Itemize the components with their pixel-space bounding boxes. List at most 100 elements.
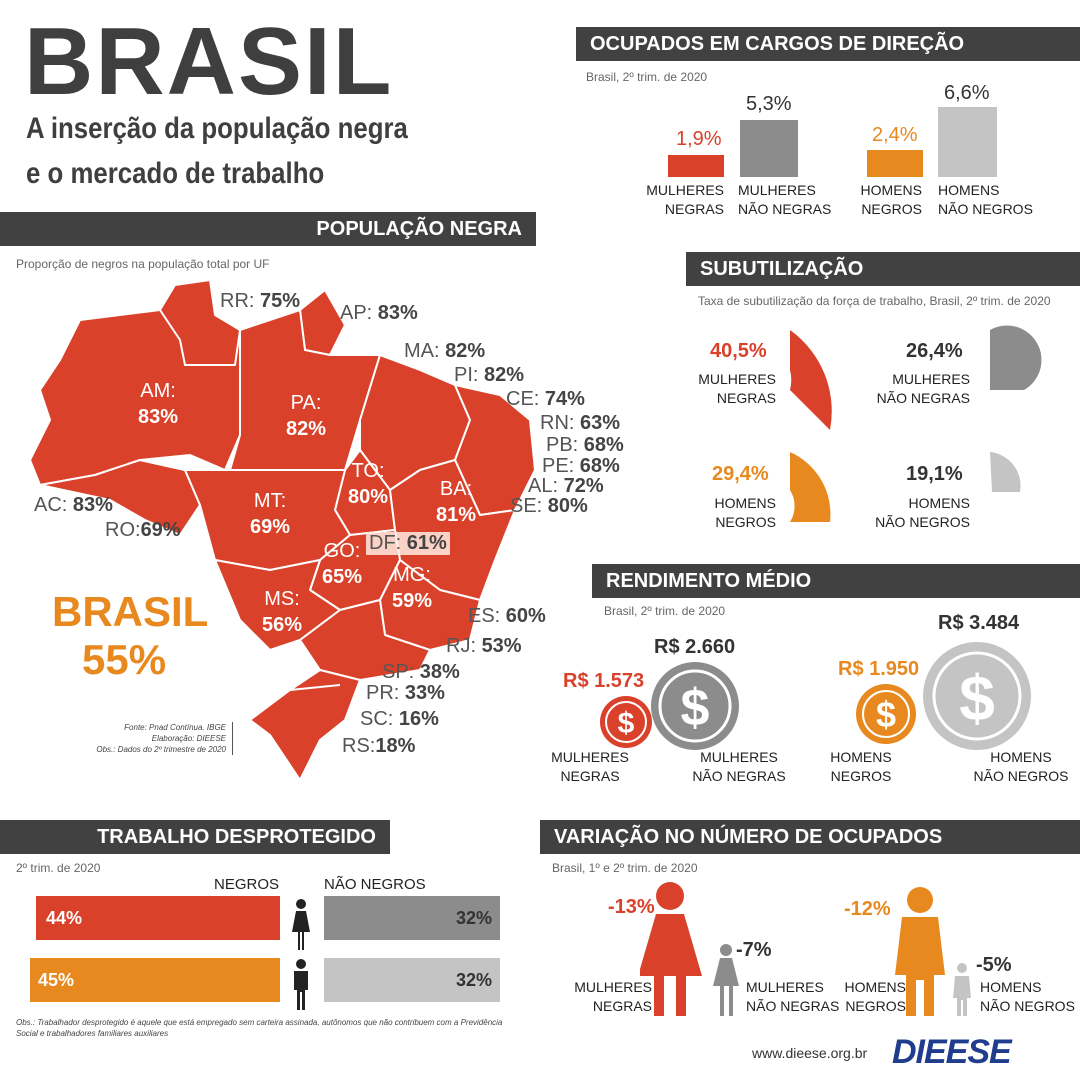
woman-icon — [292, 899, 310, 950]
coin-1-outer — [600, 696, 652, 748]
coin-2-ring — [658, 669, 732, 743]
variacao-subtitle: Brasil, 1º e 2º trim. de 2020 — [552, 861, 698, 875]
uf-to: TO: 80% — [348, 460, 389, 508]
trabalho-value-row2-negros: 45% — [38, 970, 75, 990]
subutil-title: SUBUTILIZAÇÃO — [686, 252, 1080, 286]
uf-rn: RN: 63% — [540, 412, 621, 434]
rendimento-value-4: R$ 3.484 — [938, 612, 1020, 634]
uf-ma: MA: 82% — [404, 340, 486, 362]
coin-3-symbol: $ — [876, 694, 896, 735]
cargos-label-3: HOMENS NEGROS — [860, 182, 922, 217]
uf-df: DF: 61% — [366, 532, 450, 555]
cargos-value-1: 1,9% — [676, 128, 722, 150]
uf-es: ES: 60% — [468, 605, 546, 627]
cargos-title: OCUPADOS EM CARGOS DE DIREÇÃO — [576, 27, 1080, 61]
coin-2-outer — [651, 662, 739, 750]
cargos-bar-4 — [938, 107, 997, 177]
uf-al: AL: 72% — [528, 475, 604, 497]
main-title: BRASIL — [24, 8, 394, 115]
populacao-title: POPULAÇÃO NEGRA — [0, 212, 536, 246]
dieese-logo: DIEESE — [892, 1033, 1012, 1071]
uf-ce: CE: 74% — [506, 388, 585, 410]
coin-1-symbol: $ — [618, 707, 635, 740]
subutil-value-3: 29,4% — [712, 463, 769, 485]
uf-pa: PA: 82% — [286, 392, 327, 440]
coin-3: $ — [856, 684, 916, 744]
cargos-label-2: MULHERES NÃO NEGRAS — [738, 182, 832, 217]
uf-se: SE: 80% — [510, 495, 588, 517]
trabalho-col-nao-negros: NÃO NEGROS — [324, 876, 426, 893]
trabalho-col-negros: NEGROS — [214, 876, 280, 893]
source-line-3: Obs.: Dados do 2º trimestre de 2020 — [96, 745, 226, 754]
coin-4-ring — [932, 651, 1022, 741]
rendimento-label-1: MULHERES NEGRAS — [551, 749, 629, 784]
brazil-map — [29, 279, 536, 781]
subtitle-line-2: e o mercado de trabalho — [26, 157, 325, 190]
uf-mt: MT: 69% — [250, 490, 291, 538]
coin-4-outer — [923, 642, 1031, 750]
subutil-charts — [790, 325, 1042, 522]
subutil-label-4: HOMENS NÃO NEGROS — [875, 495, 970, 530]
subutil-value-4: 19,1% — [906, 463, 963, 485]
footer-url[interactable]: www.dieese.org.br — [752, 1045, 868, 1061]
map-region-south — [249, 669, 361, 781]
trabalho-obs: Obs.: Trabalhador desprotegido é aquele … — [16, 1017, 502, 1039]
figure-mulheres-negras — [640, 882, 702, 1016]
cargos-label-1: MULHERES NEGRAS — [646, 182, 724, 217]
rendimento-subtitle: Brasil, 2º trim. de 2020 — [604, 604, 726, 618]
trabalho-value-row1-negros: 44% — [46, 908, 83, 928]
subutil-value-2: 26,4% — [906, 340, 963, 362]
uf-ms: MS: 56% — [262, 588, 303, 636]
rendimento-title: RENDIMENTO MÉDIO — [592, 564, 1080, 598]
trabalho-obs-line-2: Social e trabalhadores familiares auxili… — [16, 1029, 169, 1038]
uf-ap: AP: 83% — [340, 302, 418, 324]
uf-rj: RJ: 53% — [446, 635, 522, 657]
variacao-title: VARIAÇÃO NO NÚMERO DE OCUPADOS — [540, 820, 1080, 854]
subutil-arc-3 — [790, 452, 831, 522]
subtitle-line-1: A inserção da população negra — [26, 112, 408, 145]
variacao-figures — [640, 882, 971, 1016]
map-border-2 — [289, 684, 341, 691]
uf-pi: PI: 82% — [454, 364, 525, 386]
rendimento-label-4: HOMENS NÃO NEGROS — [973, 749, 1069, 784]
subutil-label-2: MULHERES NÃO NEGRAS — [876, 371, 970, 406]
variacao-label-3: HOMENS NEGROS — [844, 979, 906, 1014]
coin-3-outer — [856, 684, 916, 744]
uf-sp: SP: 38% — [382, 661, 460, 683]
uf-ro: RO:69% — [105, 519, 181, 541]
uf-rr: RR: 75% — [220, 290, 301, 312]
map-region-amapa — [299, 289, 346, 356]
cargos-bar-2 — [740, 120, 798, 177]
subutil-value-1: 40,5% — [710, 340, 767, 362]
cargos-bar-1 — [668, 155, 724, 177]
coin-1: $ — [600, 696, 652, 748]
variacao-value-4: -5% — [976, 954, 1012, 976]
uf-rs: RS:18% — [342, 735, 416, 757]
variacao-value-3: -12% — [844, 898, 891, 920]
rendimento-label-3: HOMENS NEGROS — [830, 749, 892, 784]
variacao-label-1: MULHERES NEGRAS — [574, 979, 652, 1014]
cargos-value-3: 2,4% — [872, 124, 918, 146]
coin-4: $ — [923, 642, 1031, 750]
uf-ac: AC: 83% — [34, 494, 113, 516]
source-line-2: Elaboração: DIEESE — [151, 734, 226, 743]
trabalho-bar-row1-negros — [36, 896, 280, 940]
cargos-bar-3 — [867, 150, 923, 177]
rendimento-coins: $ $ $ $ — [600, 642, 1031, 750]
map-border-1 — [139, 459, 186, 471]
cargos-value-2: 5,3% — [746, 93, 792, 115]
trabalho-title: TRABALHO DESPROTEGIDO — [0, 820, 390, 854]
coin-2: $ — [651, 662, 739, 750]
brasil-total-value: 55% — [82, 636, 167, 683]
uf-mg: MG: 59% — [392, 564, 433, 612]
brasil-total-label: BRASIL — [52, 588, 209, 635]
trabalho-value-row1-nao: 32% — [456, 908, 493, 928]
uf-ba: BA: 81% — [436, 478, 477, 526]
cargos-label-4: HOMENS NÃO NEGROS — [938, 182, 1033, 217]
source-line-1: Fonte: Pnad Contínua. IBGE — [124, 723, 226, 732]
subutil-arc-4 — [990, 452, 1021, 492]
uf-sc: SC: 16% — [360, 708, 439, 730]
rendimento-value-2: R$ 2.660 — [654, 636, 736, 658]
subutil-subtitle: Taxa de subutilização da força de trabal… — [698, 294, 1051, 308]
subutil-arc-1 — [790, 330, 832, 430]
